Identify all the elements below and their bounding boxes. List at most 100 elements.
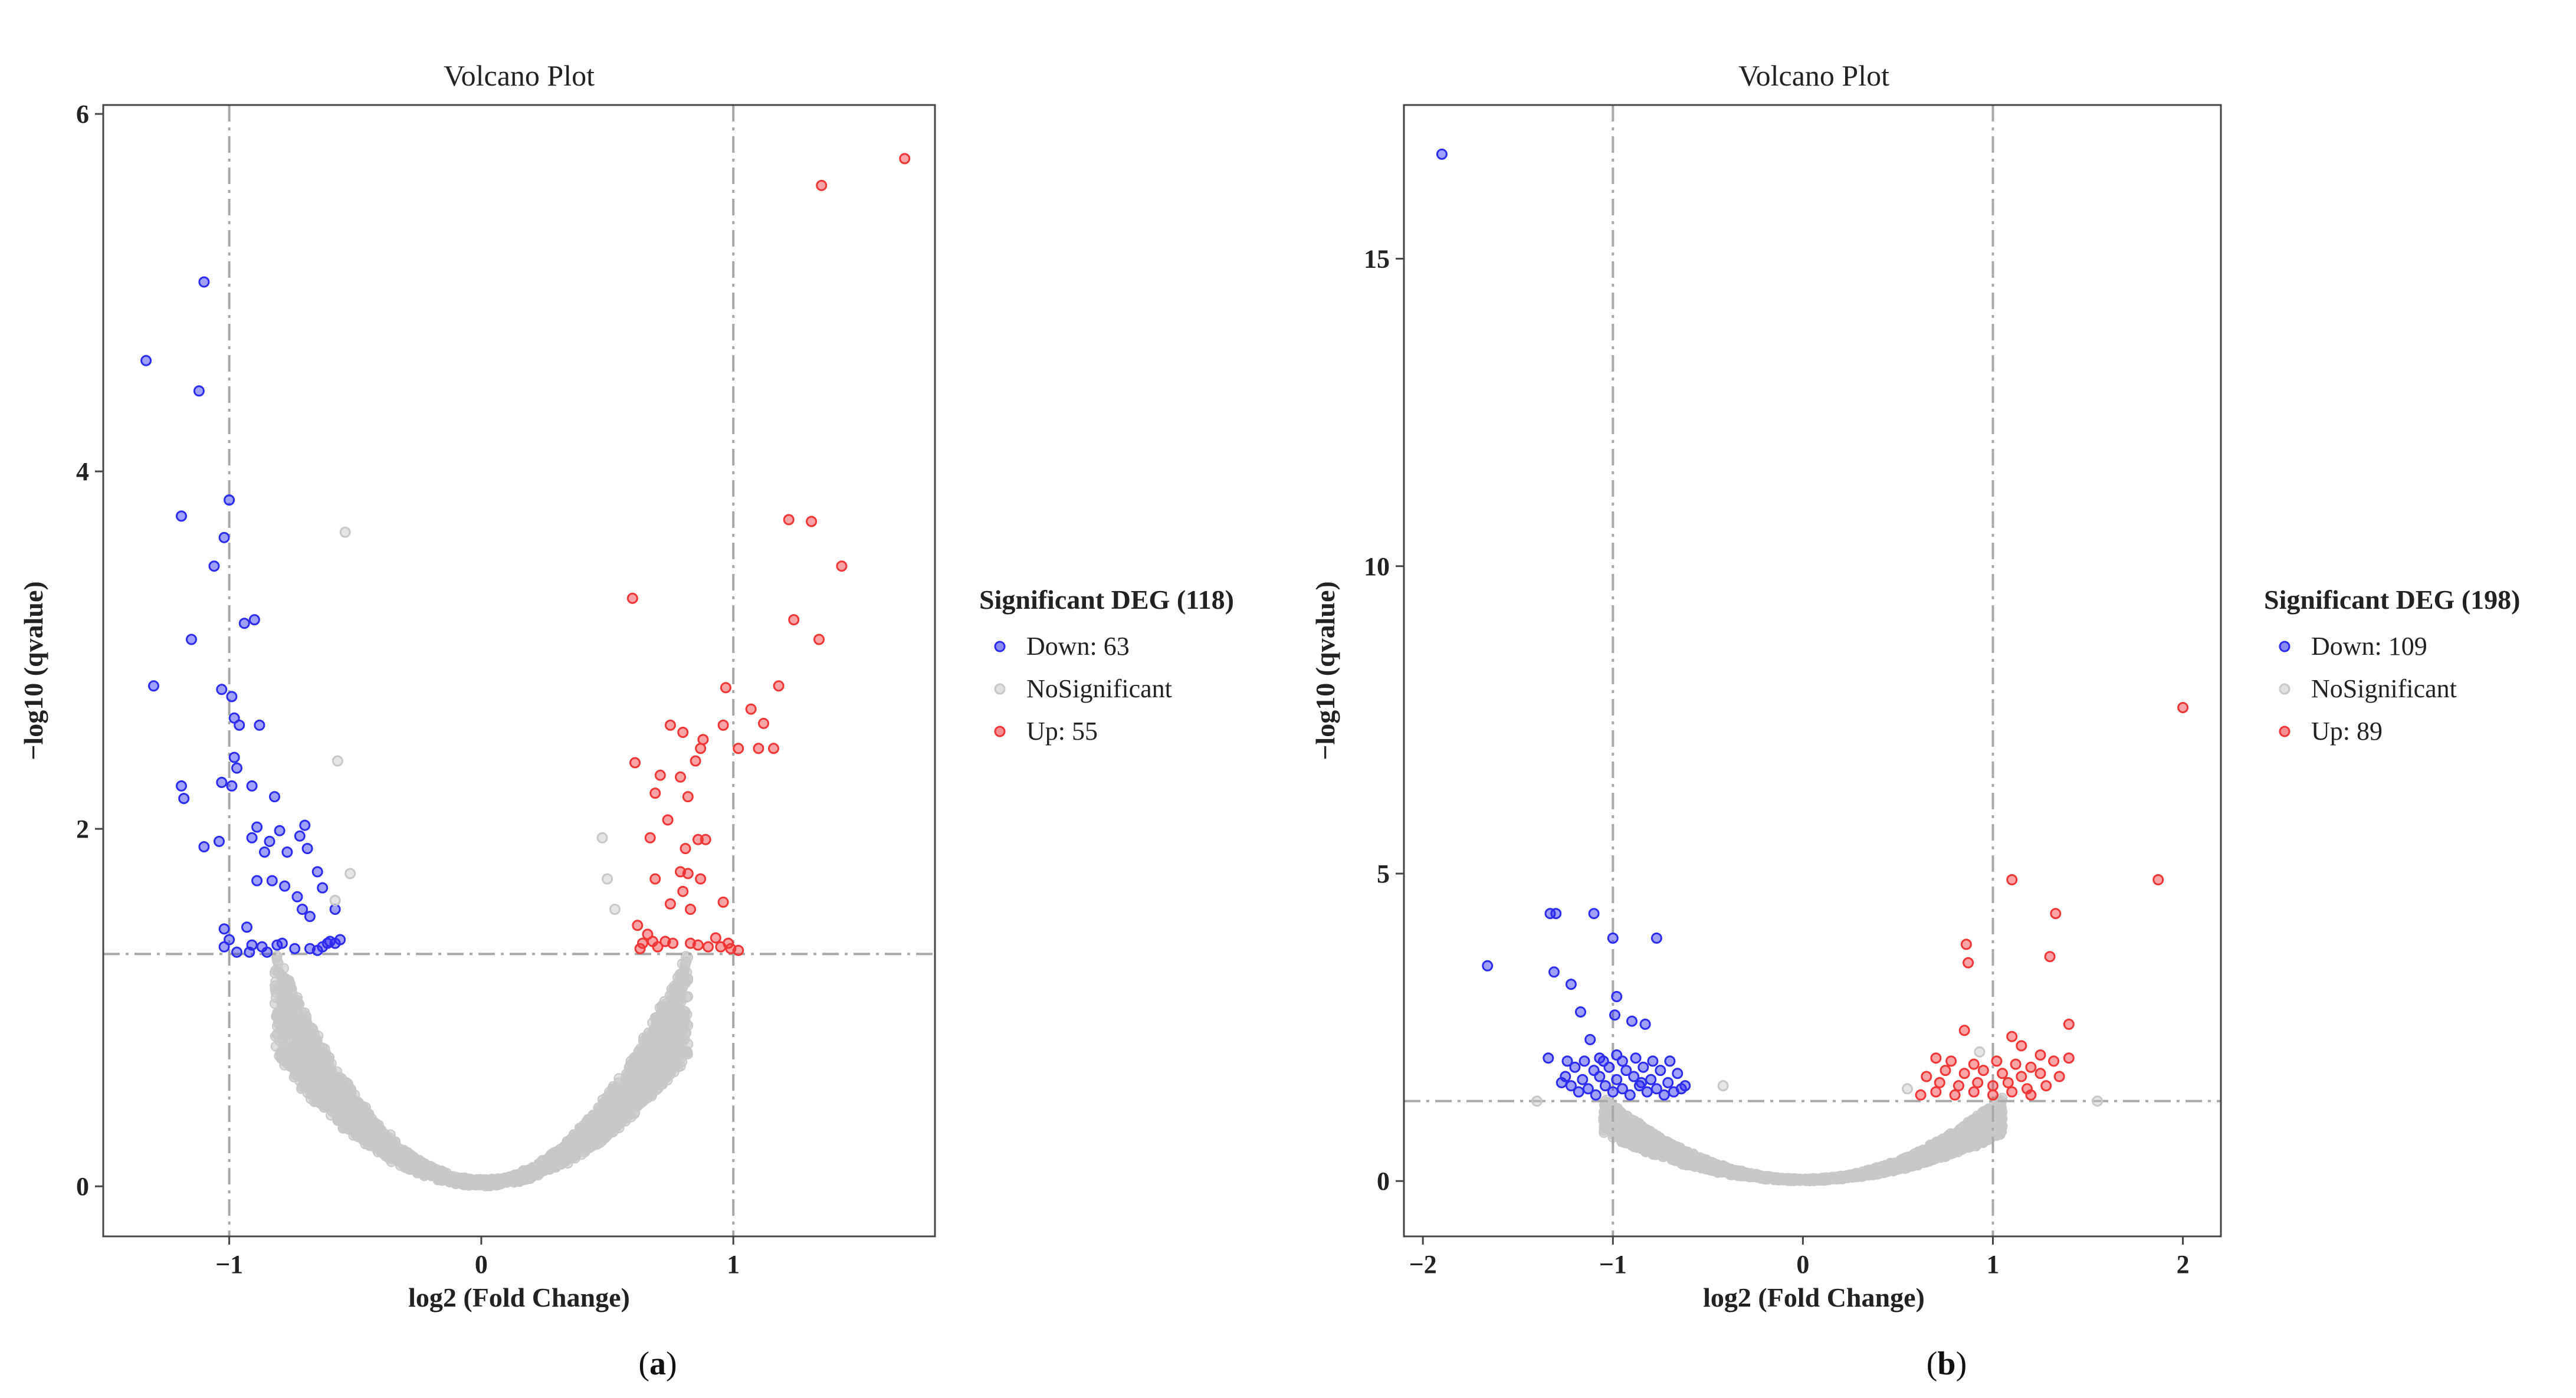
cloud-point [677, 958, 688, 969]
data-point-down [311, 944, 323, 956]
cloud-point [680, 976, 690, 986]
data-point-up [700, 833, 711, 845]
data-point-down [231, 762, 242, 774]
cloud-point [675, 994, 686, 1005]
data-point-up [626, 592, 638, 604]
cloud-point [655, 1076, 667, 1087]
cloud-point [509, 1174, 520, 1186]
data-point-up [664, 898, 676, 910]
data-point-up [677, 885, 689, 897]
data-point-down [176, 780, 187, 792]
cloud-point [669, 980, 680, 992]
data-point-up [682, 868, 694, 880]
plot-frame [102, 104, 936, 1238]
data-point-down [274, 825, 286, 836]
data-point-down [198, 276, 210, 288]
data-point-down [297, 904, 308, 915]
cloud-point [645, 1081, 657, 1092]
cloud-point [410, 1153, 421, 1164]
data-point-down [218, 923, 230, 935]
data-point-up [636, 937, 648, 949]
data-point-up [632, 920, 644, 931]
data-point-up [717, 896, 729, 908]
legend-marker-nosignificant [994, 683, 1006, 695]
data-point-up [723, 937, 734, 949]
cloud-point [632, 1051, 644, 1062]
data-point-down [264, 835, 275, 847]
cloud-point [668, 1056, 678, 1067]
data-point-up [783, 514, 795, 526]
data-point-up [836, 560, 848, 572]
cloud-point [345, 1116, 356, 1127]
legend-label-nosignificant: NoSignificant [1026, 674, 1172, 703]
cloud-point [363, 1121, 375, 1133]
data-point-down [304, 911, 316, 923]
data-point-down [231, 946, 242, 958]
cloud-point [357, 1134, 369, 1146]
data-point-down [226, 691, 238, 703]
data-point-up [717, 719, 729, 731]
data-point-up [667, 937, 679, 949]
cloud-point [278, 1027, 289, 1038]
cloud-point [277, 986, 288, 997]
data-point-up [644, 832, 656, 844]
data-point-down [234, 719, 245, 731]
cloud-point [351, 1125, 362, 1136]
data-point-up [695, 743, 707, 754]
cloud-point [613, 1073, 625, 1084]
cloud-point [651, 1058, 662, 1069]
data-point-up [806, 516, 818, 527]
cloud-point [287, 1029, 298, 1041]
cloud-point [545, 1161, 556, 1173]
data-point-nosignificant [344, 868, 356, 880]
cloud-point [340, 1104, 352, 1115]
data-point-down [251, 875, 263, 887]
data-point-up [753, 743, 764, 754]
chart-title: Volcano Plot [1738, 59, 1889, 92]
cloud-point [575, 1123, 586, 1134]
data-point-down [140, 355, 152, 366]
data-point-down [218, 531, 230, 543]
cloud-point [654, 1049, 665, 1060]
data-point-up [813, 634, 825, 645]
data-point-up [649, 787, 661, 799]
data-point-down [216, 776, 228, 788]
cloud-point [621, 1083, 632, 1094]
cloud-point [491, 1174, 503, 1186]
cloud-point [664, 1068, 675, 1079]
data-point-down [216, 684, 228, 695]
cloud-point [279, 1059, 290, 1071]
cloud-point [398, 1145, 409, 1156]
data-point-up [664, 719, 676, 731]
cloud-point [437, 1172, 448, 1183]
panel-label: (a) [638, 1346, 677, 1382]
cloud-point [611, 1114, 622, 1125]
data-point-down [186, 634, 197, 645]
data-point-down [279, 880, 291, 892]
cloud-point [593, 1102, 604, 1113]
data-point-up [695, 873, 707, 885]
cloud-point [653, 1020, 664, 1031]
data-point-down [148, 680, 159, 692]
data-point-nosignificant [602, 873, 613, 885]
data-point-down [321, 937, 333, 949]
panel-label-letter: a [649, 1346, 666, 1382]
cloud-point [621, 1111, 632, 1122]
y-axis-label: −log10 (qvalue) [18, 581, 48, 760]
data-point-up [773, 680, 785, 692]
cloud-point [601, 1092, 612, 1103]
data-point-down [291, 891, 303, 903]
cloud-point [671, 1046, 682, 1057]
cloud-point [561, 1139, 572, 1150]
data-point-down [241, 921, 252, 933]
data-point-nosignificant [339, 526, 351, 538]
data-point-up [710, 932, 721, 944]
data-point-nosignificant [332, 755, 343, 767]
data-point-up [690, 755, 701, 767]
data-point-down [176, 510, 187, 522]
cloud-point [589, 1131, 600, 1142]
data-point-up [649, 873, 661, 885]
data-point-up [816, 179, 828, 191]
